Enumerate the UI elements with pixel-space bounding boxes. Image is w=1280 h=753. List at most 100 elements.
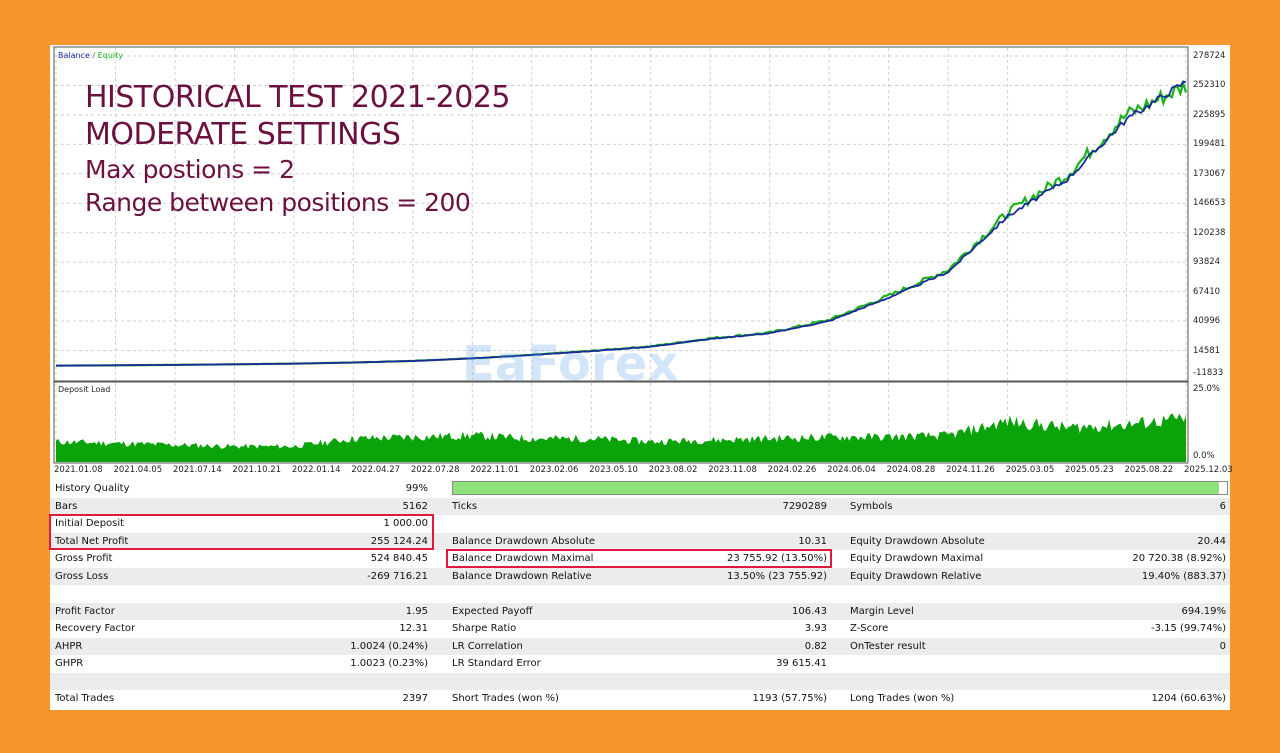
stat-label: Short Trades (won %) — [452, 693, 559, 704]
stat-value: 20 720.38 (8.92%) — [1132, 553, 1226, 564]
stat-value: 13.50% (23 755.92) — [726, 570, 827, 582]
stat-value: 3.93 — [804, 623, 827, 634]
stats-row — [50, 672, 1230, 690]
stat-label: Balance Drawdown Relative — [452, 570, 592, 582]
stat-value: 12.31 — [399, 623, 428, 634]
stat-value: -3.15 (99.74%) — [1151, 623, 1226, 634]
stat-label: Ticks — [452, 500, 478, 512]
stat-label: AHPR — [55, 640, 83, 652]
report-panel — [50, 45, 1230, 710]
stat-value: 255 124.24 — [370, 535, 428, 547]
stats-row — [50, 585, 1230, 603]
stat-value: 1.0023 (0.23%) — [350, 658, 428, 669]
highlight-deposit-profit — [49, 514, 434, 550]
stat-value: 2397 — [402, 693, 428, 704]
deposit-y-tick-label: 25.0% — [1193, 384, 1221, 394]
y-tick-label: 146653 — [1193, 198, 1226, 209]
x-tick-label: 2025.03.05 — [1005, 465, 1055, 475]
stat-label: Total Net Profit — [55, 535, 129, 547]
stat-value: 1 000.00 — [383, 518, 428, 529]
x-tick-label: 2024.08.28 — [886, 465, 936, 475]
stat-label: Recovery Factor — [55, 623, 136, 634]
stat-value: 1193 (57.75%) — [752, 693, 827, 704]
history-quality-bar — [452, 481, 1228, 495]
chart-legend: Balance / Equity — [58, 51, 123, 61]
x-tick-label: 2023.02.06 — [529, 465, 579, 475]
stat-value: 1.0024 (0.24%) — [350, 640, 428, 652]
x-tick-label: 2023.08.02 — [648, 465, 698, 475]
highlight-balance-drawdown — [446, 549, 832, 568]
stat-label: OnTester result — [850, 640, 926, 652]
y-tick-label: 93824 — [1193, 257, 1221, 268]
stat-label: Z-Score — [850, 623, 889, 634]
stat-value: 19.40% (883.37) — [1141, 570, 1226, 582]
stat-label: Initial Deposit — [55, 518, 125, 529]
stat-value: 7290289 — [782, 500, 827, 512]
y-tick-label: 199481 — [1193, 139, 1226, 150]
stat-label: Equity Drawdown Absolute — [850, 535, 985, 547]
y-tick-label: 14581 — [1193, 345, 1221, 356]
deposit-plot-frame — [53, 381, 1189, 464]
stat-value: 23 755.92 (13.50%) — [726, 553, 827, 564]
x-tick-label: 2024.06.04 — [827, 465, 876, 475]
x-tick-label: 2021.10.21 — [232, 465, 282, 475]
stat-label: Gross Loss — [55, 570, 109, 582]
stats-row: GHPR 1.0023 (0.23%) LR Standard Error 39 61… — [50, 655, 1230, 673]
stats-row: Gross Profit 524 840.45 Balance Drawdown M… — [50, 550, 1230, 568]
stat-label: Gross Profit — [55, 553, 113, 564]
stat-label: Equity Drawdown Maximal — [850, 553, 984, 564]
history-quality-label: History Quality — [55, 483, 130, 494]
stat-label: Balance Drawdown Absolute — [452, 535, 596, 547]
x-tick-label: 2021.07.14 — [172, 465, 222, 475]
x-tick-label: 2025.05.23 — [1065, 465, 1114, 475]
stat-label: Expected Payoff — [452, 605, 533, 617]
stat-label: Bars — [55, 500, 78, 512]
y-tick-label: 120238 — [1193, 227, 1226, 238]
stat-label: LR Standard Error — [452, 658, 541, 669]
legend-equity: Equity — [97, 51, 123, 60]
x-tick-label: 2022.01.14 — [291, 465, 341, 475]
y-tick-label: 278724 — [1193, 51, 1226, 61]
stats-row: Recovery Factor 12.31 Sharpe Ratio 3.93 Z-Sc… — [50, 620, 1230, 638]
overlay-title: HISTORICAL TEST 2021-2025 — [85, 80, 511, 115]
stat-label: Balance Drawdown Maximal — [452, 553, 594, 564]
x-tick-label: 2025.08.22 — [1124, 465, 1174, 475]
main-plot-frame — [53, 46, 1189, 382]
y-tick-label: 173067 — [1193, 168, 1226, 179]
stat-label: Long Trades (won %) — [850, 693, 955, 704]
stats-row: Initial Deposit 1 000.00 — [50, 515, 1230, 533]
y-tick-label: 252310 — [1193, 80, 1226, 91]
stat-value: 39 615.41 — [776, 658, 827, 669]
stat-label: Sharpe Ratio — [452, 623, 517, 634]
stats-row: AHPR 1.0024 (0.24%) LR Correlation 0.82 OnTe… — [50, 637, 1230, 655]
stat-value: 0 — [1219, 640, 1226, 652]
legend-balance: Balance — [58, 51, 90, 60]
stats-row: Total Trades 2397 Short Trades (won %) 1193… — [50, 690, 1230, 708]
y-tick-label: 67410 — [1193, 286, 1221, 297]
x-tick-label: 2022.04.27 — [351, 465, 401, 475]
stat-value: 694.19% — [1181, 605, 1227, 617]
stat-label: LR Correlation — [452, 640, 523, 652]
stat-label: Equity Drawdown Relative — [850, 570, 982, 582]
x-tick-label: 2024.02.26 — [767, 465, 817, 475]
stat-label: Symbols — [850, 500, 893, 512]
stat-value: 5162 — [402, 500, 428, 512]
stats-row: Bars 5162 Ticks 7290289 Symbols 6 — [50, 497, 1230, 515]
y-tick-label: 225895 — [1193, 109, 1226, 120]
x-tick-label: 2023.11.08 — [708, 465, 757, 475]
overlay-subtitle: MODERATE SETTINGS — [85, 117, 401, 152]
overlay-max-positions: Max postions = 2 — [85, 155, 295, 184]
x-tick-label: 2022.11.01 — [470, 465, 519, 475]
overlay-range: Range between positions = 200 — [85, 188, 471, 217]
deposit-y-tick-label: 0.0% — [1193, 451, 1215, 461]
deposit-load-area — [56, 413, 1186, 462]
x-tick-label: 2021.04.05 — [113, 465, 163, 475]
balance-line — [55, 80, 1187, 367]
stat-label: Profit Factor — [55, 605, 115, 617]
deposit-load-title: Deposit Load — [58, 385, 111, 394]
y-tick-label: -11833 — [1193, 368, 1224, 378]
watermark-text: EaForex — [462, 336, 679, 392]
stat-value: 6 — [1219, 500, 1226, 512]
stat-value: 1204 (60.63%) — [1151, 693, 1226, 704]
